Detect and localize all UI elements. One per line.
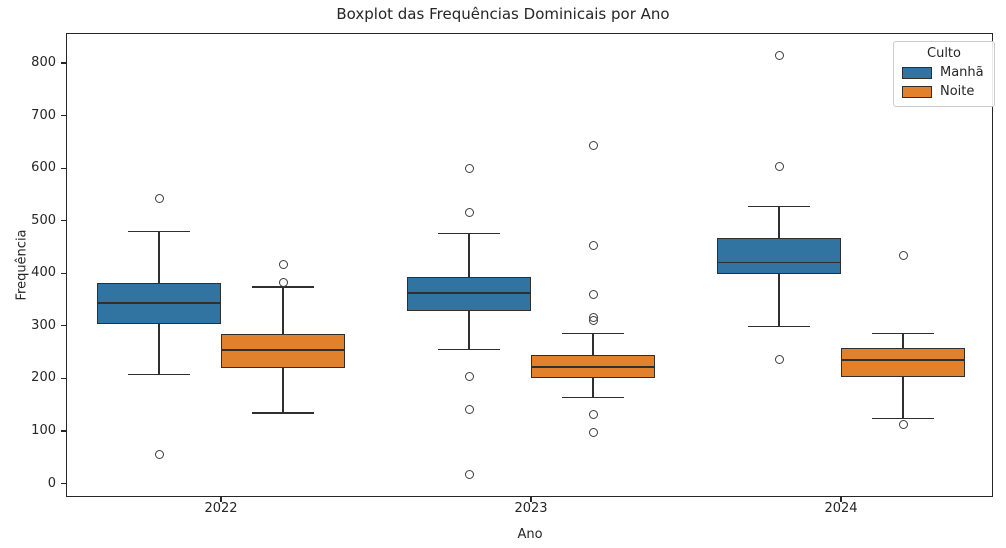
x-tick-label: 2023 [514, 501, 548, 516]
y-tick-label: 500 [31, 212, 56, 228]
median-line-manha-2024 [718, 261, 840, 264]
median-line-noite-2023 [532, 366, 654, 368]
y-tick-label: 600 [31, 160, 56, 176]
y-tick-label: 200 [31, 370, 56, 386]
legend-entries: Manhã Noite [894, 63, 994, 101]
y-tick-label: 700 [31, 107, 56, 123]
y-tick-label: 0 [47, 475, 56, 491]
whisker-cap-high-manha-2022 [128, 231, 190, 233]
outlier-point-manha-2022 [154, 193, 164, 203]
legend-entry-label: Manhã [940, 65, 984, 80]
y-tick-mark [61, 167, 66, 169]
outlier-point-manha-2023 [464, 164, 474, 174]
median-line-manha-2022 [98, 302, 220, 304]
box-manha-2023 [407, 277, 531, 312]
outlier-point-noite-2022 [278, 260, 288, 270]
legend-title: Culto [927, 46, 961, 61]
outlier-point-manha-2023 [464, 404, 474, 414]
y-tick-label: 100 [31, 422, 56, 438]
plot-area [66, 33, 993, 497]
outlier-point-manha-2023 [464, 372, 474, 382]
whisker-cap-low-noite-2022 [252, 412, 314, 414]
outlier-point-manha-2024 [774, 162, 784, 172]
legend-swatch-manha [902, 66, 932, 79]
outlier-point-noite-2023 [588, 428, 598, 437]
outlier-point-noite-2022 [278, 277, 288, 287]
outlier-point-manha-2024 [774, 50, 784, 60]
x-tick-mark [840, 497, 842, 502]
outlier-point-manha-2022 [154, 449, 164, 459]
outlier-point-manha-2023 [464, 469, 474, 479]
y-tick-mark [61, 430, 66, 432]
median-line-noite-2024 [842, 359, 964, 361]
outlier-point-noite-2023 [588, 141, 598, 151]
y-tick-mark [61, 114, 66, 117]
whisker-cap-low-noite-2023 [562, 397, 624, 399]
y-tick-mark [61, 482, 66, 485]
box-manha-2024 [717, 238, 841, 274]
y-tick-mark [61, 377, 66, 379]
chart-title: Boxplot das Frequências Dominicais por A… [336, 5, 670, 23]
x-tick-label: 2024 [824, 501, 858, 516]
outlier-point-noite-2023 [588, 241, 598, 251]
whisker-cap-high-noite-2022 [252, 286, 314, 288]
whisker-cap-high-manha-2023 [438, 232, 500, 234]
legend-swatch-noite [902, 85, 932, 98]
legend-entry-label: Noite [940, 84, 975, 99]
x-tick-label: 2022 [204, 501, 238, 516]
whisker-cap-low-manha-2024 [748, 326, 810, 328]
whisker-cap-high-noite-2024 [872, 332, 934, 334]
legend-entry-noite: Noite [894, 82, 994, 101]
box-noite-2022 [221, 334, 345, 368]
whisker-cap-high-manha-2024 [748, 205, 810, 208]
y-tick-label: 400 [31, 265, 56, 281]
outlier-point-noite-2024 [898, 420, 908, 430]
whisker-cap-high-noite-2023 [562, 332, 624, 334]
median-line-manha-2023 [408, 292, 530, 294]
y-tick-mark [61, 272, 66, 274]
median-line-noite-2022 [222, 349, 344, 351]
outlier-point-noite-2023 [588, 409, 598, 419]
x-axis-label: Ano [517, 527, 543, 542]
whisker-cap-low-manha-2022 [128, 373, 190, 375]
whisker-cap-low-manha-2023 [438, 348, 500, 351]
y-tick-mark [61, 325, 66, 327]
y-tick-mark [61, 62, 66, 64]
outlier-point-noite-2024 [898, 251, 908, 261]
legend: Culto Manhã Noite [893, 41, 995, 107]
legend-entry-manha: Manhã [894, 63, 994, 82]
y-tick-label: 300 [31, 317, 56, 333]
x-tick-mark [220, 497, 222, 502]
outlier-point-manha-2023 [464, 208, 474, 218]
y-tick-label: 800 [31, 54, 56, 70]
x-tick-mark [530, 497, 532, 502]
whisker-cap-low-noite-2024 [872, 418, 934, 420]
y-tick-mark [61, 220, 66, 222]
outlier-point-noite-2023 [588, 316, 598, 326]
outlier-point-noite-2023 [588, 289, 598, 299]
outlier-point-manha-2024 [774, 355, 784, 365]
box-noite-2024 [841, 348, 965, 377]
